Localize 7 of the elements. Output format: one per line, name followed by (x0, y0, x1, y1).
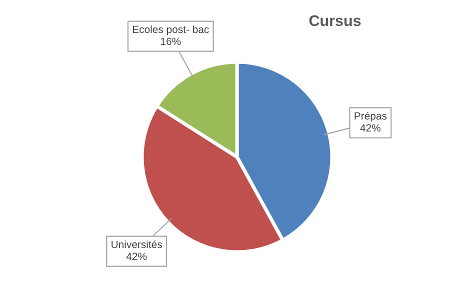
slice-label: Prépas (354, 112, 387, 122)
data-label: 42% (360, 124, 380, 132)
chart-title: Cursus (309, 15, 361, 26)
data-label: 16% (161, 38, 181, 46)
data-label: 42% (126, 252, 147, 260)
slice-label: Universités (112, 240, 162, 248)
slice-label: Ecoles post- bac (132, 25, 209, 36)
